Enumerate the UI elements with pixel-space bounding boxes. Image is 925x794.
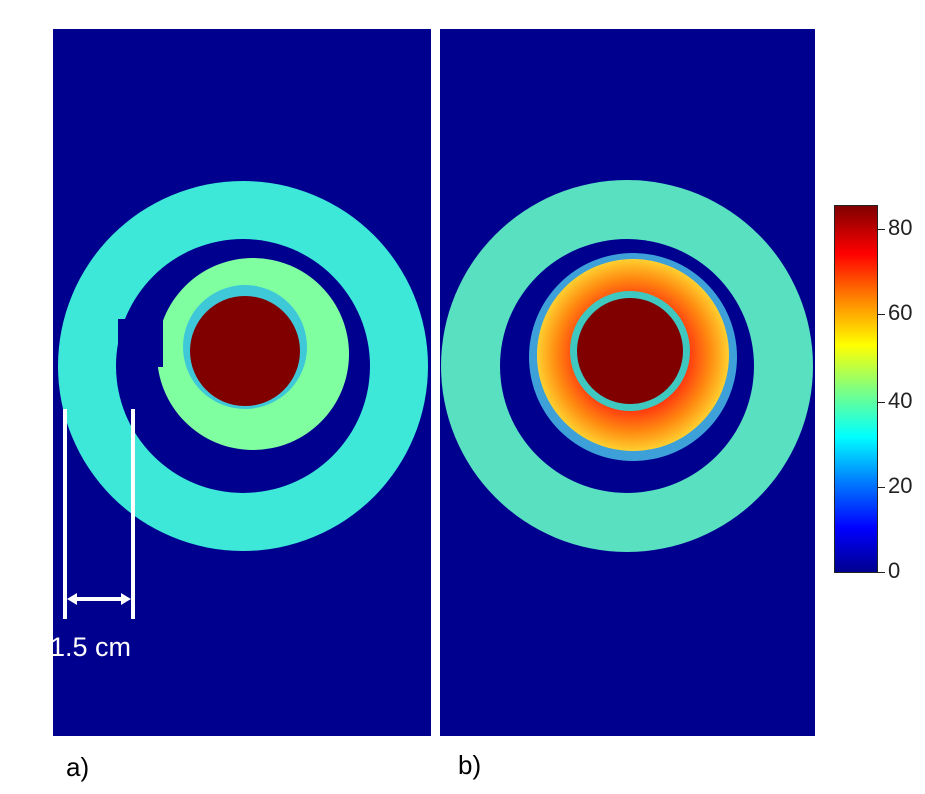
colorbar-tick-20 — [878, 487, 885, 488]
colorbar-tick-label: 20 — [888, 473, 913, 498]
panel-a-image — [53, 29, 431, 736]
core — [577, 298, 683, 404]
colorbar-tick-40 — [878, 402, 885, 403]
panel-a-map — [53, 29, 431, 736]
colorbar-tick-60 — [878, 314, 885, 315]
panel-b-map — [440, 29, 815, 736]
colorbar-tick-label: 60 — [888, 300, 913, 325]
colorbar-tick-0 — [878, 572, 885, 573]
panel-a-label: a) — [66, 752, 90, 782]
colorbar-tick-label: 40 — [888, 388, 913, 413]
panel-b-label: b) — [458, 750, 482, 780]
core — [190, 296, 300, 406]
colorbar — [834, 205, 878, 573]
arrowhead-left — [67, 593, 77, 605]
panel-b-image — [440, 29, 815, 736]
scale-bar-label: 1.5 cm — [50, 632, 132, 662]
colorbar-tick-label: 0 — [888, 558, 901, 583]
colorbar-tick-label: 80 — [888, 215, 913, 240]
middle-notch — [141, 319, 163, 367]
colorbar-tick-80 — [878, 229, 885, 230]
arrowhead-right — [121, 593, 131, 605]
